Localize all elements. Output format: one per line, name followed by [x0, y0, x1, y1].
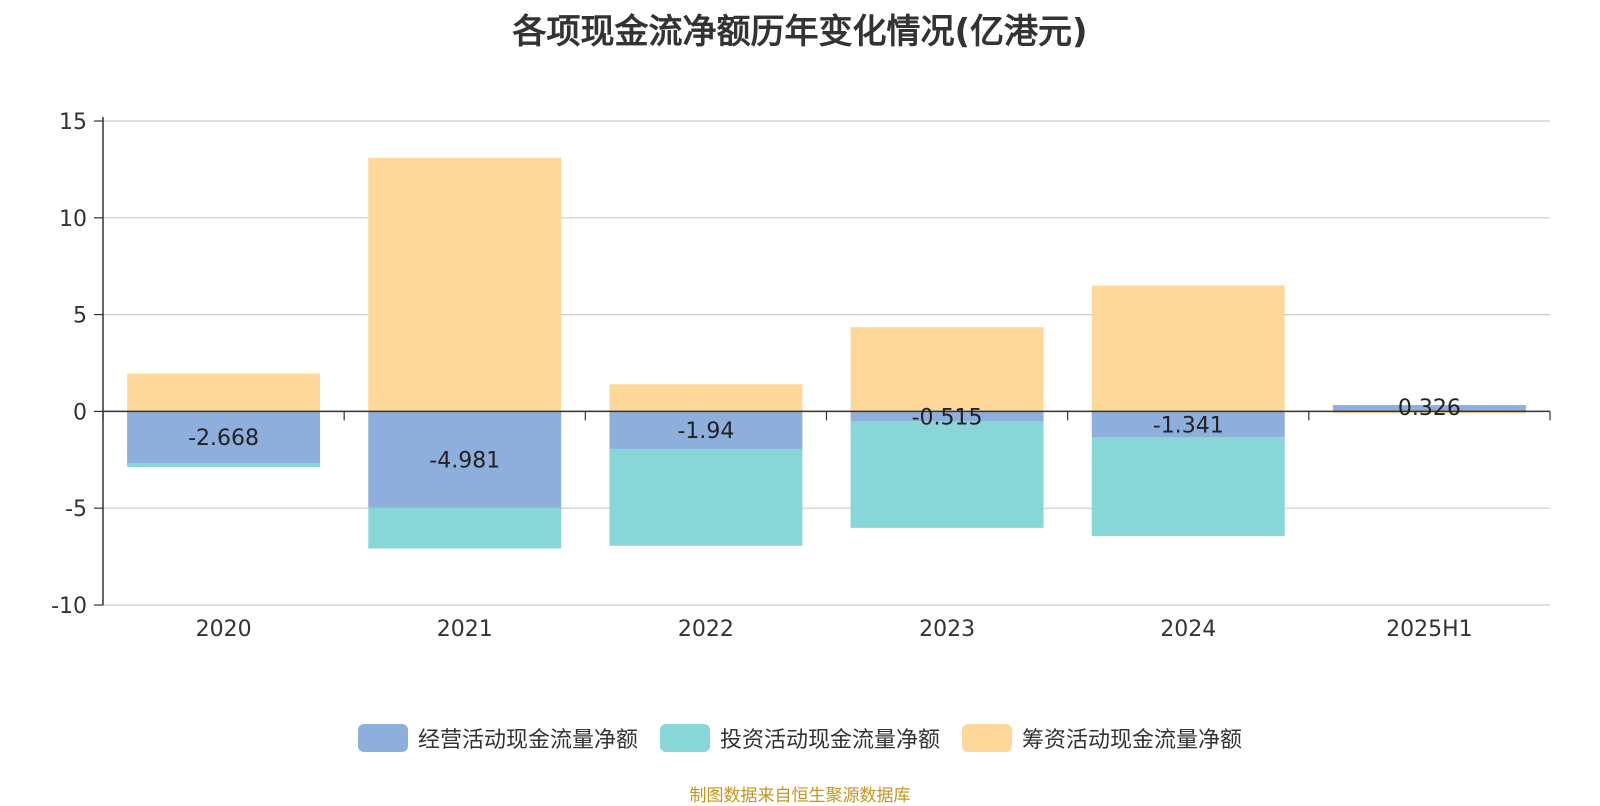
legend-swatch: [659, 724, 710, 752]
bar-s2-2025H1: [1332, 411, 1526, 414]
bar-s2-2021: [368, 157, 562, 412]
y-tick-label: 0: [73, 400, 87, 425]
bar-s2-2024: [1091, 285, 1285, 412]
legend-item[interactable]: 筹资活动现金流量净额: [962, 722, 1242, 754]
legend-item[interactable]: 经营活动现金流量净额: [357, 722, 638, 754]
y-tick-label: 5: [73, 304, 87, 329]
legend: 经营活动现金流量净额 投资活动现金流量净额 筹资活动现金流量净额: [0, 722, 1600, 754]
legend-label: 投资活动现金流量净额: [719, 728, 940, 753]
bar-s0-2024: [1091, 411, 1285, 438]
bar-s1-2024: [1091, 437, 1285, 537]
x-tick-label: 2023: [919, 617, 975, 642]
y-tick-label: 10: [59, 207, 87, 232]
y-tick-label: -5: [65, 497, 87, 522]
data-label: 0.326: [1398, 396, 1461, 421]
grid-lines: [103, 120, 1550, 606]
bar-s0-2023: [850, 411, 1044, 422]
bar-s0-2021: [368, 411, 562, 508]
x-tick-label: 2021: [437, 617, 493, 642]
legend-swatch: [357, 724, 408, 752]
y-tick-label: 15: [59, 110, 87, 135]
legend-swatch: [962, 724, 1012, 752]
chart-title: 各项现金流净额历年变化情况(亿港元): [512, 12, 1088, 52]
bar-s1-2021: [368, 507, 562, 549]
legend-label: 经营活动现金流量净额: [417, 728, 638, 753]
data-label: -1.341: [1153, 413, 1224, 438]
bar-s2-2022: [609, 384, 803, 412]
bar-s0-2022: [609, 411, 803, 449]
y-tick-label: -10: [51, 594, 87, 619]
data-label: -4.981: [429, 449, 500, 474]
x-tick-label: 2025H1: [1386, 617, 1473, 642]
legend-label: 筹资活动现金流量净额: [1022, 728, 1243, 753]
x-tick-label: 2024: [1160, 617, 1216, 642]
bar-s0-2020: [127, 411, 321, 464]
x-tick-label: 2022: [678, 617, 734, 642]
data-label: -2.668: [188, 426, 259, 451]
axes: 15 10 5 0 -5 -10 2020 2021 2022 2023 2024 2025H1: [51, 110, 1551, 642]
bars: [127, 157, 1526, 549]
bar-s2-2020: [127, 373, 321, 412]
data-label: -0.515: [912, 405, 983, 430]
legend-item[interactable]: 投资活动现金流量净额: [659, 722, 940, 754]
data-label: -1.94: [677, 419, 734, 444]
bar-s1-2020: [127, 463, 321, 467]
x-tick-label: 2020: [196, 617, 252, 642]
bar-s2-2023: [850, 327, 1044, 412]
data-labels: -2.668 -4.981 -1.94 -0.515 -1.341 0.326: [188, 396, 1461, 474]
bar-s0-2025H1: [1332, 405, 1526, 412]
source-note: 制图数据来自恒生聚源数据库: [689, 786, 911, 806]
bar-s1-2023: [850, 421, 1044, 528]
bar-s1-2022: [609, 448, 803, 546]
